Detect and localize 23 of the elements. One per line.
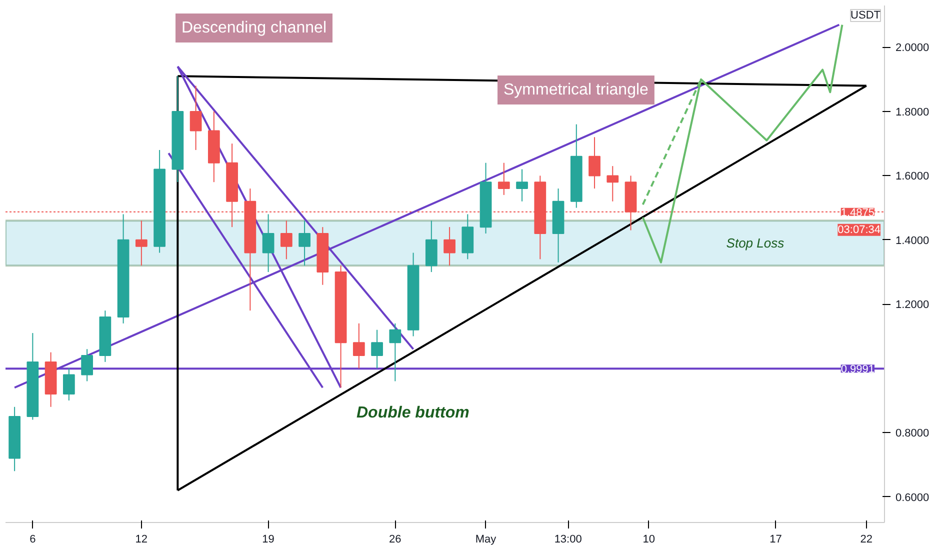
y-tick-label: 0.8000 xyxy=(896,428,930,440)
y-tick-label: 1.8000 xyxy=(896,106,930,118)
x-tick-label: 26 xyxy=(389,534,402,546)
annotation: 03:07:34 xyxy=(838,224,881,236)
y-tick-label: 1.4000 xyxy=(896,234,930,247)
y-tick-label: 1.2000 xyxy=(896,299,930,312)
x-tick-label: May xyxy=(475,534,497,546)
annotation: Symmetrical triangle xyxy=(504,82,649,98)
x-tick-label: 6 xyxy=(30,534,36,546)
x-tick-label: 13:00 xyxy=(554,534,582,546)
x-tick-label: 10 xyxy=(642,534,656,546)
y-tick-label: 1.6000 xyxy=(896,170,930,183)
x-tick-label: 17 xyxy=(770,534,782,546)
annotation: Descending channel xyxy=(182,20,326,36)
ref-line-label: 1.4875 xyxy=(840,206,875,219)
x-tick-label: 12 xyxy=(135,534,148,546)
x-tick-label: 22 xyxy=(860,534,873,546)
y-tick-label: 0.6000 xyxy=(896,492,930,504)
y-tick-label: 2.0000 xyxy=(896,42,930,54)
x-tick-label: 19 xyxy=(262,534,274,546)
band-label: Stop Loss xyxy=(726,236,785,251)
annotation: USDT xyxy=(850,10,881,22)
annotation: Double buttom xyxy=(356,404,470,422)
